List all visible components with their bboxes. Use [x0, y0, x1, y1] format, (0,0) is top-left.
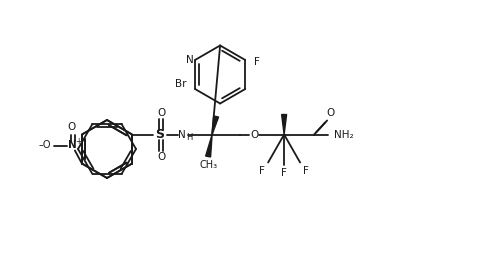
Text: F: F	[259, 166, 265, 175]
Text: N: N	[186, 55, 194, 65]
Polygon shape	[212, 116, 218, 135]
Text: O: O	[250, 130, 258, 139]
Text: CH₃: CH₃	[199, 160, 217, 170]
Text: Br: Br	[175, 79, 187, 89]
Text: F: F	[281, 167, 287, 178]
Text: O: O	[157, 108, 165, 117]
Text: O: O	[157, 152, 165, 161]
Text: H: H	[186, 133, 192, 142]
Text: N: N	[178, 130, 186, 139]
Text: +: +	[76, 137, 82, 146]
Text: F: F	[303, 166, 309, 175]
Text: S: S	[156, 128, 165, 141]
Polygon shape	[282, 114, 286, 135]
Text: N: N	[68, 140, 76, 151]
Text: O: O	[326, 108, 334, 117]
Polygon shape	[206, 135, 212, 157]
Text: O: O	[68, 122, 76, 132]
Text: F: F	[254, 57, 260, 67]
Text: –O: –O	[38, 140, 51, 151]
Text: NH₂: NH₂	[334, 130, 354, 139]
